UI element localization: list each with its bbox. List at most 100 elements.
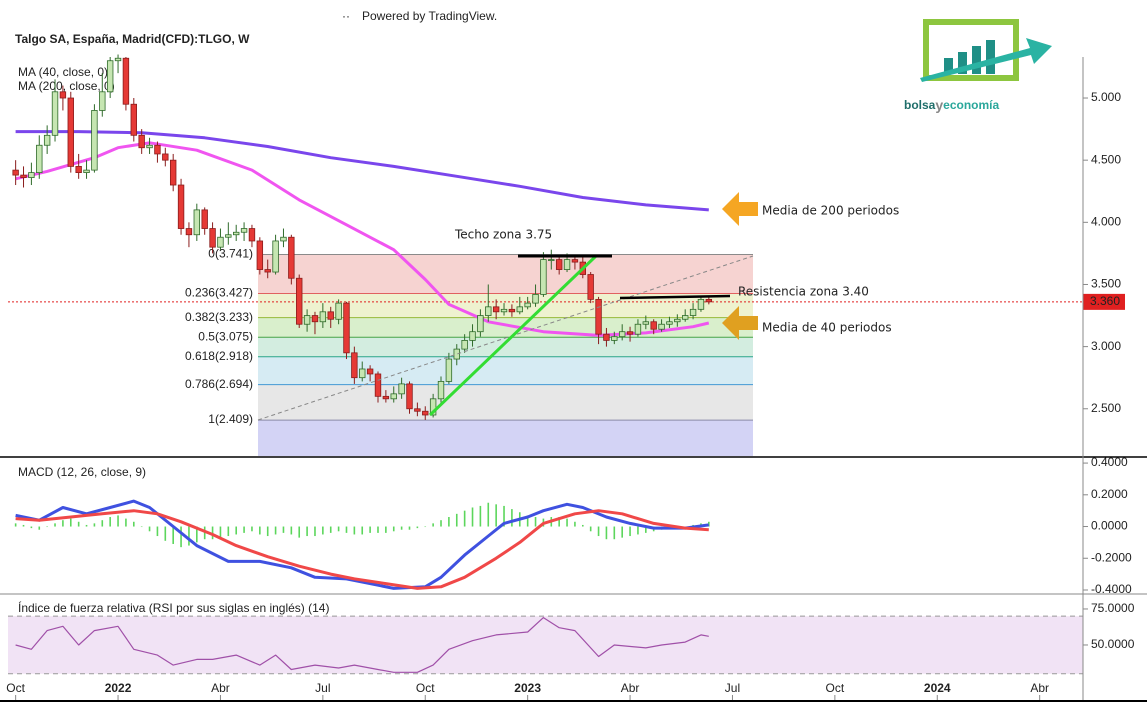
candle-body — [492, 306, 500, 313]
histogram-bar — [298, 526, 301, 538]
candle-body — [75, 165, 82, 173]
arrow-ma40 — [722, 306, 758, 340]
candle-body — [532, 294, 539, 304]
histogram-bar — [329, 526, 332, 533]
histogram-bar — [629, 526, 631, 537]
fib-label: 0.382(3.233) — [185, 310, 253, 324]
annotation: Media de 40 periodos — [762, 321, 892, 335]
candle-body — [343, 302, 350, 354]
candle-body — [122, 57, 130, 105]
histogram-bar — [30, 526, 33, 529]
histogram-bar — [345, 526, 348, 533]
x-tick-label: Oct — [826, 681, 845, 695]
candle-body — [705, 298, 713, 303]
histogram-bar — [416, 526, 419, 529]
candle-body — [524, 302, 531, 308]
candle-body — [477, 315, 484, 333]
histogram-bar — [196, 526, 198, 543]
candle-body — [595, 298, 602, 335]
histogram-bar — [392, 526, 395, 532]
histogram-bar — [495, 504, 497, 527]
histogram-bar — [558, 517, 560, 527]
histogram-bar — [463, 510, 466, 527]
histogram-bar — [69, 518, 72, 527]
x-tick-label: Jul — [315, 681, 330, 695]
histogram-bar — [85, 524, 88, 527]
candle-body — [548, 259, 555, 262]
histogram-bar — [408, 526, 411, 530]
candle-body — [130, 103, 137, 136]
candle-body — [51, 91, 59, 136]
last-price-label: 3.360 — [1090, 294, 1120, 308]
histogram-bar — [125, 518, 127, 527]
chart-title: MACD (12, 26, close, 9) — [18, 465, 146, 479]
histogram-bar — [511, 509, 513, 527]
fib-band — [258, 420, 753, 456]
histogram-bar — [487, 502, 490, 527]
histogram-bar — [566, 518, 568, 527]
candle-body — [67, 97, 74, 167]
histogram-bar — [637, 526, 639, 535]
logo-text: bolsayeconomía — [904, 97, 999, 113]
candle-body — [20, 174, 27, 178]
histogram-bar — [432, 523, 434, 527]
histogram-bar — [290, 526, 293, 535]
histogram-bar — [259, 526, 261, 535]
histogram-bar — [424, 526, 427, 528]
histogram-bar — [597, 526, 600, 537]
histogram-bar — [503, 505, 505, 527]
candle-body — [674, 318, 681, 323]
candle-body — [650, 321, 657, 330]
macd-line — [15, 499, 710, 590]
candle-body — [571, 259, 579, 263]
histogram-bar — [369, 526, 371, 533]
histogram-bar — [274, 526, 277, 535]
y-tick-label: 4.000 — [1091, 214, 1121, 228]
candle-body — [437, 381, 445, 400]
candle-body — [429, 398, 437, 416]
candle-body — [658, 323, 665, 330]
candle-body — [319, 311, 327, 323]
trend-green — [428, 254, 598, 417]
candle-body — [618, 331, 626, 338]
candle-body — [682, 315, 689, 320]
candle-body — [217, 236, 224, 248]
histogram-bar — [353, 526, 356, 535]
histogram-bar — [589, 526, 592, 532]
logo: bolsayeconomía — [904, 19, 1052, 113]
candle-body — [296, 277, 303, 325]
histogram-bar — [613, 526, 616, 540]
candle-body — [453, 348, 460, 360]
fib-label: 0(3.741) — [208, 247, 253, 261]
candle-body — [382, 395, 390, 400]
y-tick-label: 0.2000 — [1091, 487, 1128, 501]
candle-body — [359, 368, 366, 379]
histogram-bar — [235, 526, 238, 535]
candle-body — [398, 383, 405, 395]
logo-bar — [958, 52, 967, 74]
candle-body — [587, 274, 594, 300]
macd-line — [15, 509, 709, 590]
candle-body — [611, 336, 618, 341]
candle-body — [335, 302, 342, 320]
candle-body — [603, 333, 610, 341]
x-tick-label: Jul — [725, 681, 740, 695]
candle-body — [540, 259, 547, 295]
candle-body — [36, 144, 43, 173]
candle-body — [264, 269, 271, 273]
logo-bar — [986, 40, 995, 74]
histogram-bar — [526, 515, 529, 527]
histogram-bar — [251, 526, 253, 532]
histogram-bar — [574, 521, 576, 527]
y-tick-label: 2.500 — [1091, 401, 1121, 415]
histogram-bar — [440, 520, 442, 527]
histogram-bar — [322, 526, 324, 535]
candle-body — [288, 236, 295, 279]
histogram-bar — [109, 517, 111, 527]
candle-body — [138, 134, 145, 149]
histogram-bar — [180, 526, 182, 548]
x-tick-label: Abr — [1030, 681, 1049, 695]
y-tick-label: 75.0000 — [1091, 601, 1135, 615]
logo-dots: ·· — [342, 9, 350, 23]
chart-title: Talgo SA, España, Madrid(CFD):TLGO, W — [15, 32, 250, 46]
